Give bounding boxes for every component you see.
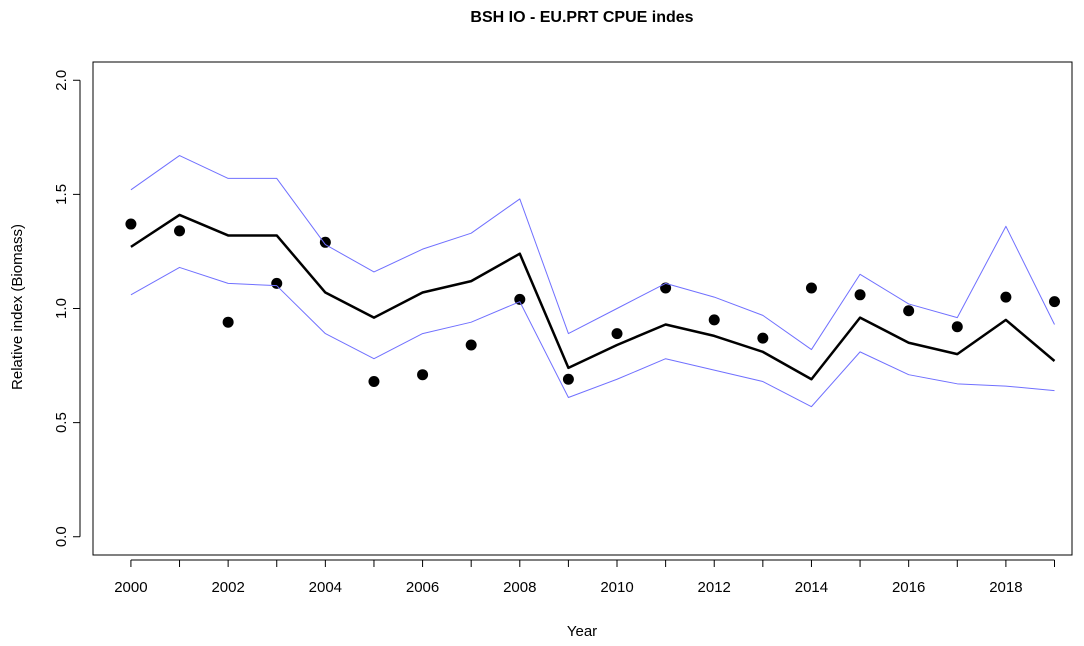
data-point [951, 321, 963, 333]
y-tick-label: 1.5 [53, 184, 70, 205]
y-tick-label: 1.0 [53, 298, 70, 319]
x-tick-label: 2006 [406, 579, 439, 596]
data-point [708, 314, 720, 326]
x-tick-label: 2008 [503, 579, 536, 596]
y-tick-label: 0.0 [53, 526, 70, 547]
x-tick-label: 2004 [309, 579, 342, 596]
data-point [1000, 291, 1012, 303]
x-tick-label: 2018 [989, 579, 1022, 596]
data-point [319, 236, 331, 248]
series-line [130, 213, 1056, 381]
data-point [174, 225, 186, 237]
x-tick-label: 2002 [211, 579, 244, 596]
data-point [125, 218, 137, 230]
data-point [222, 316, 234, 328]
y-tick-label: 2.0 [53, 70, 70, 91]
y-axis-title: Relative index (Biomass) [9, 224, 26, 390]
plot-frame [92, 61, 1073, 556]
x-tick-label: 2012 [698, 579, 731, 596]
x-axis-title: Year [567, 623, 597, 640]
data-point [417, 369, 429, 381]
data-point [368, 376, 380, 388]
data-point [903, 305, 915, 317]
series-line [130, 155, 1055, 351]
data-point [757, 332, 769, 344]
data-point [514, 293, 526, 305]
y-tick-label: 0.5 [53, 412, 70, 433]
series-line [130, 266, 1055, 408]
data-point [465, 339, 477, 351]
data-point [271, 277, 283, 289]
chart-title: BSH IO - EU.PRT CPUE indes [470, 9, 693, 26]
data-point [611, 328, 623, 340]
data-point [562, 373, 574, 385]
data-point [854, 289, 866, 301]
data-point [805, 282, 817, 294]
x-tick-label: 2016 [892, 579, 925, 596]
x-tick-label: 2014 [795, 579, 828, 596]
x-tick-label: 2000 [114, 579, 147, 596]
x-tick-label: 2010 [600, 579, 633, 596]
data-point [1049, 296, 1061, 308]
